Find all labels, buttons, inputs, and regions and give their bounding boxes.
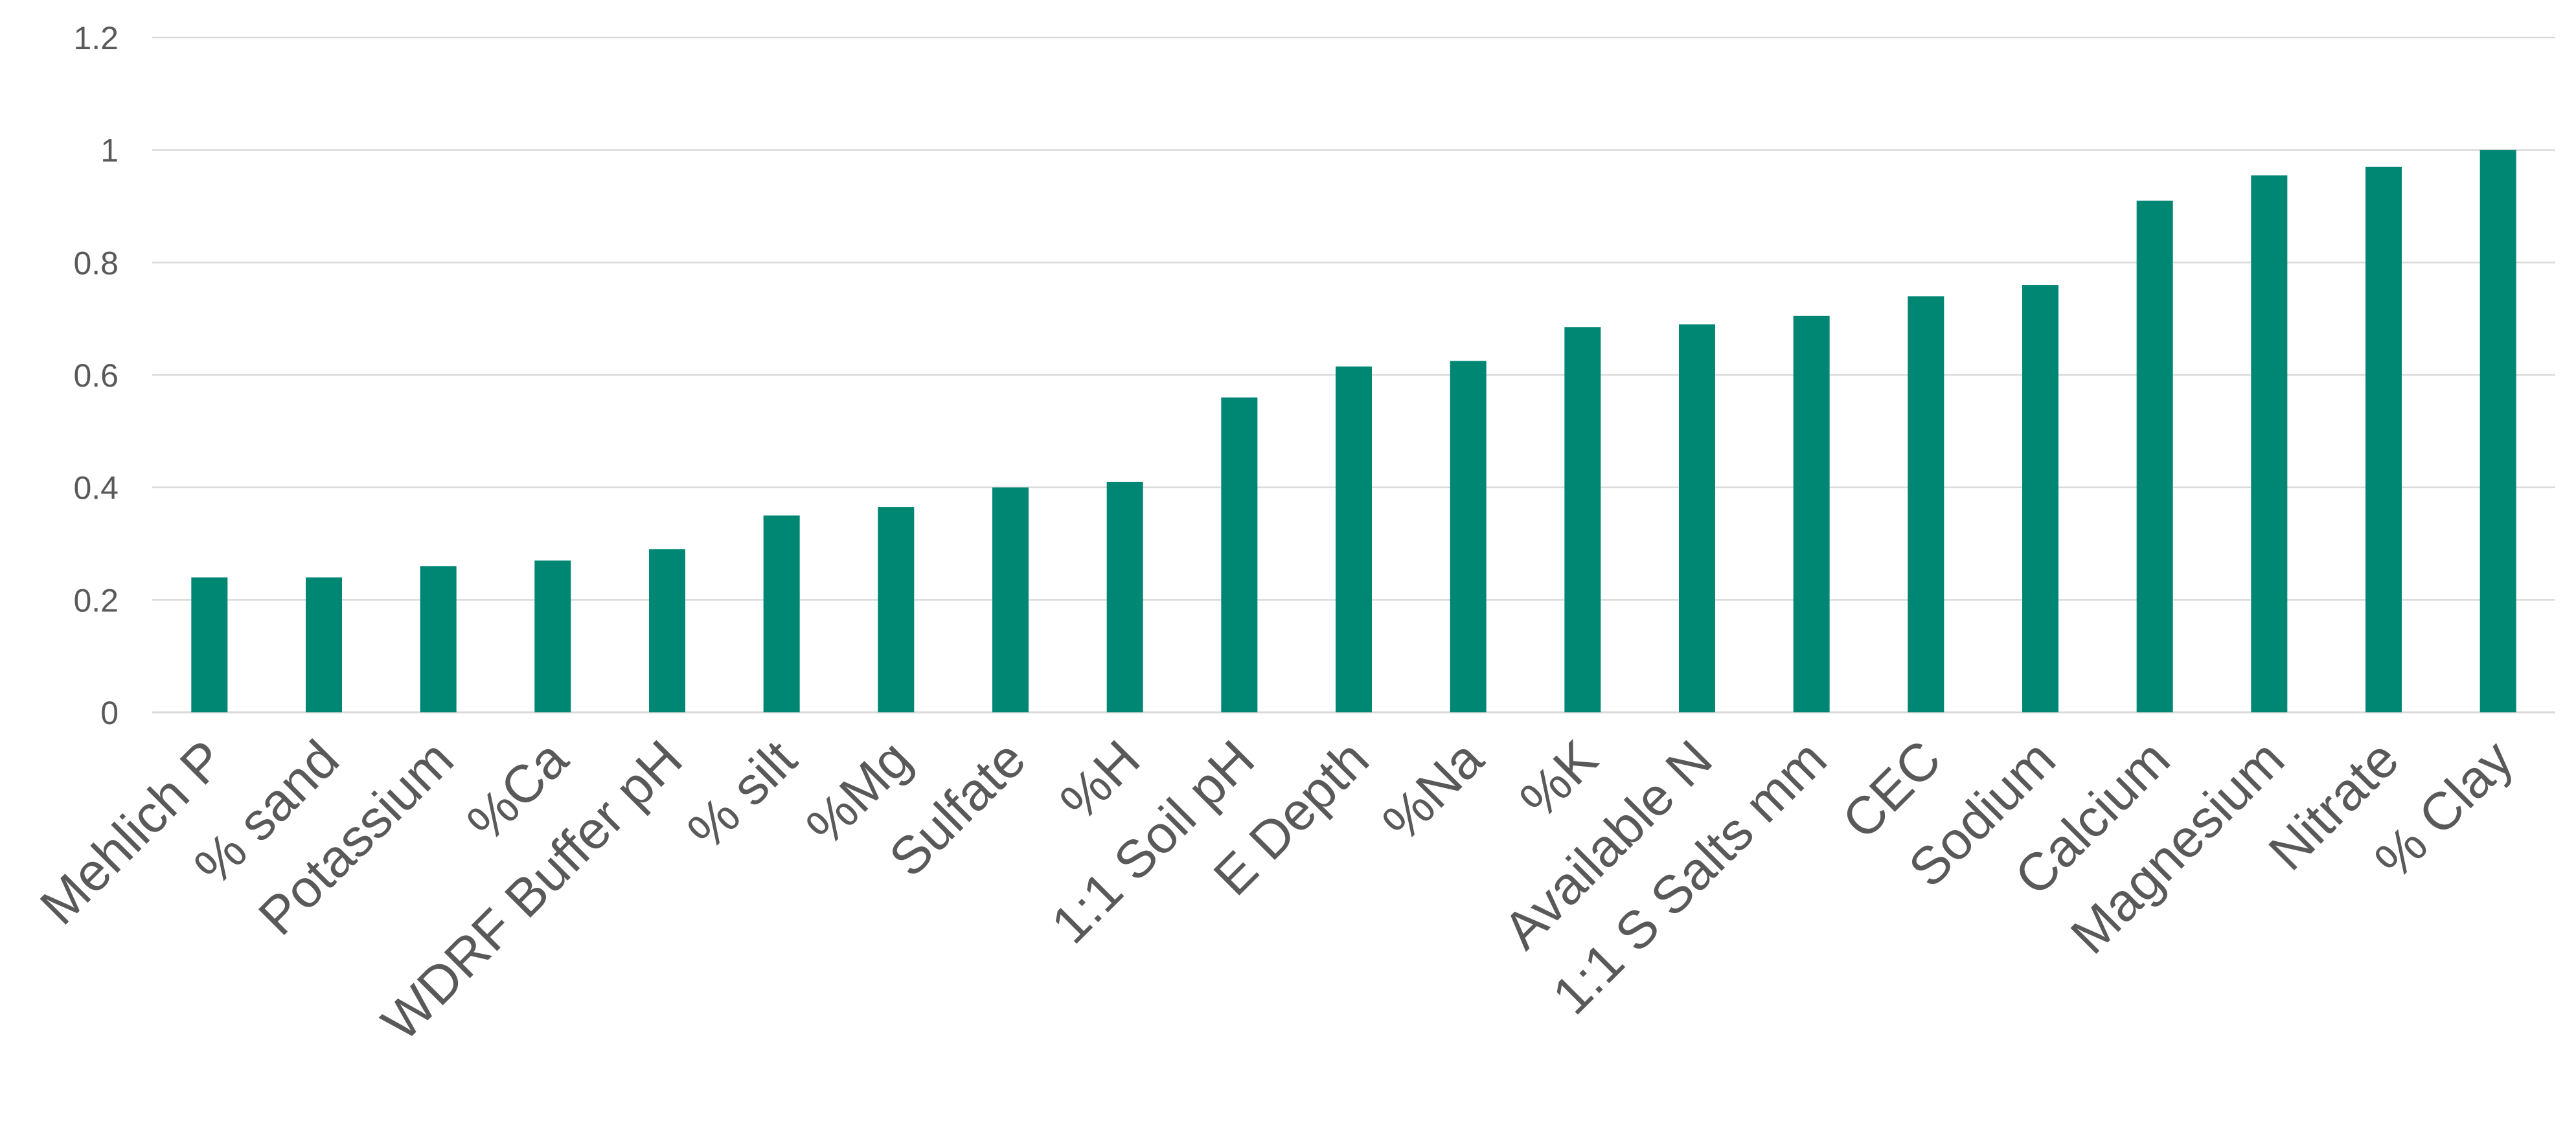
bar: [1106, 481, 1143, 712]
bar: [1679, 324, 1715, 713]
y-tick-label: 1: [100, 133, 119, 169]
bars: [191, 150, 2516, 713]
bar: [2251, 175, 2288, 712]
bar: [306, 577, 342, 712]
bar: [2365, 166, 2402, 712]
bar: [534, 560, 571, 712]
bar: [1336, 366, 1372, 712]
bar: [992, 487, 1029, 712]
x-tick-label: %K: [1509, 729, 1609, 830]
bar: [1564, 327, 1601, 713]
y-tick-label: 0.6: [73, 357, 119, 394]
bar: [1221, 397, 1258, 712]
y-tick-label: 0.8: [73, 245, 119, 281]
y-tick-label: 0: [100, 695, 119, 731]
x-tick-label: % silt: [677, 729, 808, 861]
x-tick-label: %H: [1049, 729, 1152, 831]
bar: [420, 566, 457, 712]
bar: [2479, 150, 2516, 712]
bar: [2022, 285, 2058, 713]
bar: [2136, 200, 2173, 713]
bar: [1908, 296, 1944, 712]
bar: [763, 515, 800, 712]
y-axis-tick-labels: 0 0.2 0.4 0.6 0.8 1 1.2: [73, 20, 119, 731]
bar: [1793, 315, 1830, 712]
bar: [649, 549, 685, 712]
y-tick-label: 0.4: [73, 470, 119, 506]
x-tick-label: %Na: [1371, 729, 1494, 852]
y-tick-label: 1.2: [73, 20, 119, 56]
bar: [1450, 361, 1487, 712]
bar: [878, 507, 915, 712]
y-tick-label: 0.2: [73, 582, 119, 618]
bar: [191, 577, 228, 712]
